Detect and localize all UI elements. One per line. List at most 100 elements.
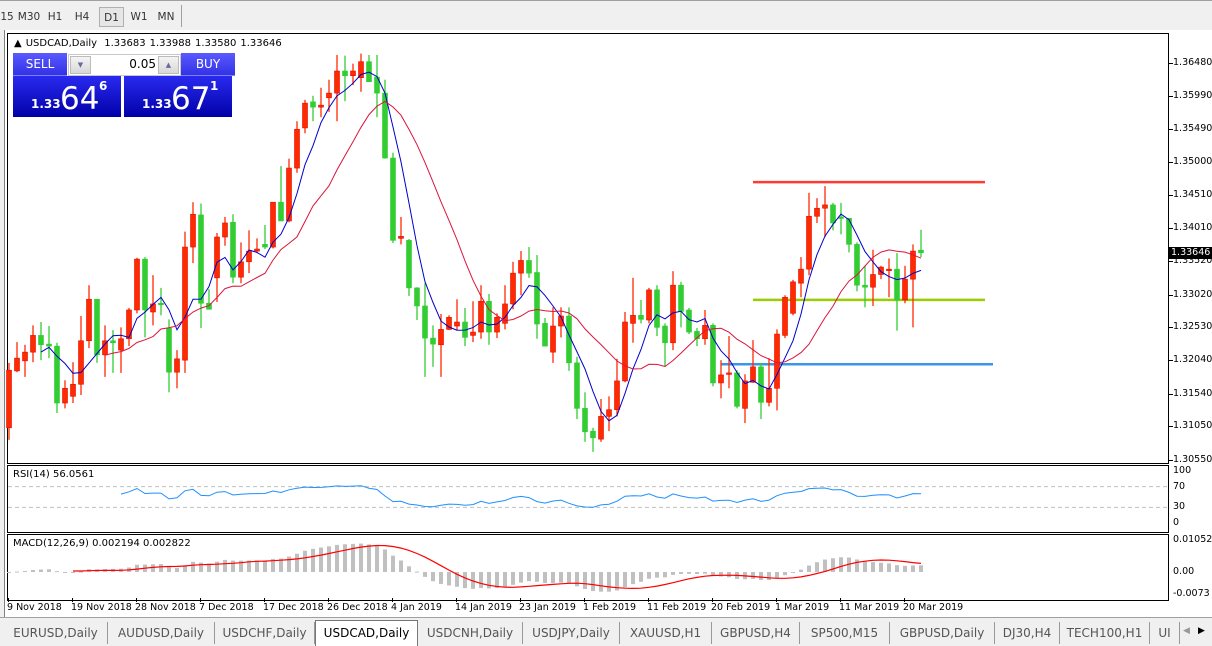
- macd-histogram-bar: [759, 572, 763, 580]
- candle-body: [446, 317, 452, 330]
- candle-body: [86, 298, 92, 342]
- chart-window[interactable]: ▲ USDCAD,Daily 1.33683 1.33988 1.33580 1.336…: [4, 30, 1212, 617]
- ask-price-box[interactable]: 1.33 67 1: [124, 76, 232, 117]
- candle: [534, 255, 540, 339]
- chart-tab[interactable]: DJ30,H4: [995, 622, 1060, 644]
- candle: [654, 285, 660, 337]
- date-tick: [584, 598, 585, 602]
- chart-tab[interactable]: USDCHF,Daily: [215, 622, 315, 644]
- price-pane[interactable]: ▲ USDCAD,Daily 1.33683 1.33988 1.33580 1.336…: [6, 33, 1169, 464]
- candle-body: [6, 369, 12, 429]
- candle-body: [174, 358, 180, 373]
- tab-scroll-left-icon[interactable]: ◀: [1183, 626, 1190, 636]
- chart-tab[interactable]: USDJPY,Daily: [523, 622, 620, 644]
- rsi-chart: [8, 485, 1168, 508]
- macd-histogram-bar: [271, 558, 275, 572]
- candle-body: [70, 383, 76, 397]
- chart-tab[interactable]: USDCAD,Daily: [315, 620, 418, 646]
- candle: [502, 285, 508, 330]
- macd-histogram-bar: [343, 544, 347, 572]
- macd-histogram-bar: [791, 572, 795, 573]
- candle: [390, 152, 396, 244]
- rsi-pane[interactable]: RSI(14) 56.0561: [7, 465, 1169, 533]
- candle-body: [422, 305, 428, 339]
- candle-body: [390, 157, 396, 241]
- candle-body: [550, 325, 556, 353]
- macd-histogram-bar: [47, 569, 51, 572]
- lot-size-input[interactable]: ▼ 0.05 ▲: [68, 54, 181, 76]
- symbol-label: USDCAD,Daily: [25, 38, 98, 49]
- candle: [710, 323, 716, 387]
- lot-decrease-icon[interactable]: ▼: [70, 56, 91, 74]
- candle: [254, 238, 260, 254]
- ohlc-low: 1.33580: [194, 38, 237, 49]
- tf-h1-button[interactable]: H1: [47, 11, 63, 23]
- macd-histogram-bar: [599, 572, 603, 592]
- rsi-tick-label: 30: [1173, 501, 1186, 513]
- tf-d1-button[interactable]: D1: [99, 7, 124, 27]
- candle: [230, 214, 236, 284]
- tf-h4-button[interactable]: H4: [74, 11, 90, 23]
- macd-histogram-bar: [567, 572, 571, 584]
- tf-mn-button[interactable]: MN: [157, 11, 175, 23]
- candle-body: [814, 207, 820, 217]
- candle: [886, 258, 892, 298]
- macd-histogram-bar: [775, 572, 779, 579]
- chart-tab[interactable]: TECH100,H1: [1060, 622, 1150, 644]
- lot-increase-icon[interactable]: ▲: [158, 56, 179, 74]
- candle-body: [670, 284, 676, 344]
- tf-w1-button[interactable]: W1: [130, 11, 148, 23]
- date-tick: [136, 598, 137, 602]
- chart-tab[interactable]: SP500,M15: [800, 622, 890, 644]
- tab-scroll-right-icon[interactable]: ▶: [1198, 626, 1205, 636]
- date-tick: [264, 598, 265, 602]
- candle-body: [902, 278, 908, 301]
- chart-tab[interactable]: UI: [1150, 622, 1180, 644]
- chart-tab[interactable]: AUDUSD,Daily: [108, 622, 215, 644]
- macd-histogram-bar: [871, 562, 875, 572]
- candle: [870, 249, 876, 306]
- bid-price-box[interactable]: 1.33 64 6: [13, 76, 121, 117]
- candle-body: [830, 204, 836, 224]
- candle: [174, 350, 180, 389]
- chart-tab[interactable]: GBPUSD,H4: [712, 622, 800, 644]
- tf-m30-button[interactable]: M30: [17, 11, 41, 23]
- candle: [134, 257, 140, 314]
- macd-pane[interactable]: MACD(12,26,9) 0.002194 0.002822: [7, 534, 1169, 601]
- sell-button[interactable]: SELL: [13, 53, 67, 76]
- date-tick: [200, 598, 201, 602]
- candle-body: [798, 268, 804, 284]
- candle: [262, 224, 268, 250]
- lot-value[interactable]: 0.05: [129, 57, 156, 71]
- candle: [30, 325, 36, 363]
- candle-body: [318, 104, 324, 108]
- chart-tab[interactable]: EURUSD,Daily: [4, 622, 108, 644]
- candle: [694, 328, 700, 347]
- candle-body: [542, 323, 548, 347]
- macd-histogram-bar: [279, 558, 283, 572]
- macd-histogram-bar: [487, 572, 491, 589]
- chart-tab[interactable]: GBPUSD,Daily: [890, 622, 995, 644]
- chart-tab[interactable]: USDCNH,Daily: [418, 622, 523, 644]
- macd-histogram-bar: [15, 571, 19, 573]
- price-tick: [1169, 393, 1173, 395]
- tf-m15-button[interactable]: 15: [0, 11, 14, 23]
- candle: [646, 287, 652, 324]
- candle-body: [790, 281, 796, 314]
- macd-histogram-bar: [559, 572, 563, 583]
- macd-histogram-bar: [583, 572, 587, 589]
- candle-body: [22, 351, 28, 362]
- candle: [102, 325, 108, 377]
- candle-body: [214, 236, 220, 279]
- candle-body: [430, 337, 436, 345]
- candle: [62, 380, 68, 409]
- candle-body: [62, 387, 68, 404]
- macd-histogram-bar: [223, 559, 227, 572]
- candle-body: [414, 287, 420, 307]
- buy-button[interactable]: BUY: [181, 53, 235, 76]
- candle-body: [350, 70, 356, 77]
- collapse-triangle-icon[interactable]: ▲: [14, 38, 22, 49]
- chart-tab[interactable]: XAUUSD,H1: [620, 622, 712, 644]
- macd-histogram-bar: [503, 572, 507, 587]
- macd-signal-line: [73, 544, 922, 590]
